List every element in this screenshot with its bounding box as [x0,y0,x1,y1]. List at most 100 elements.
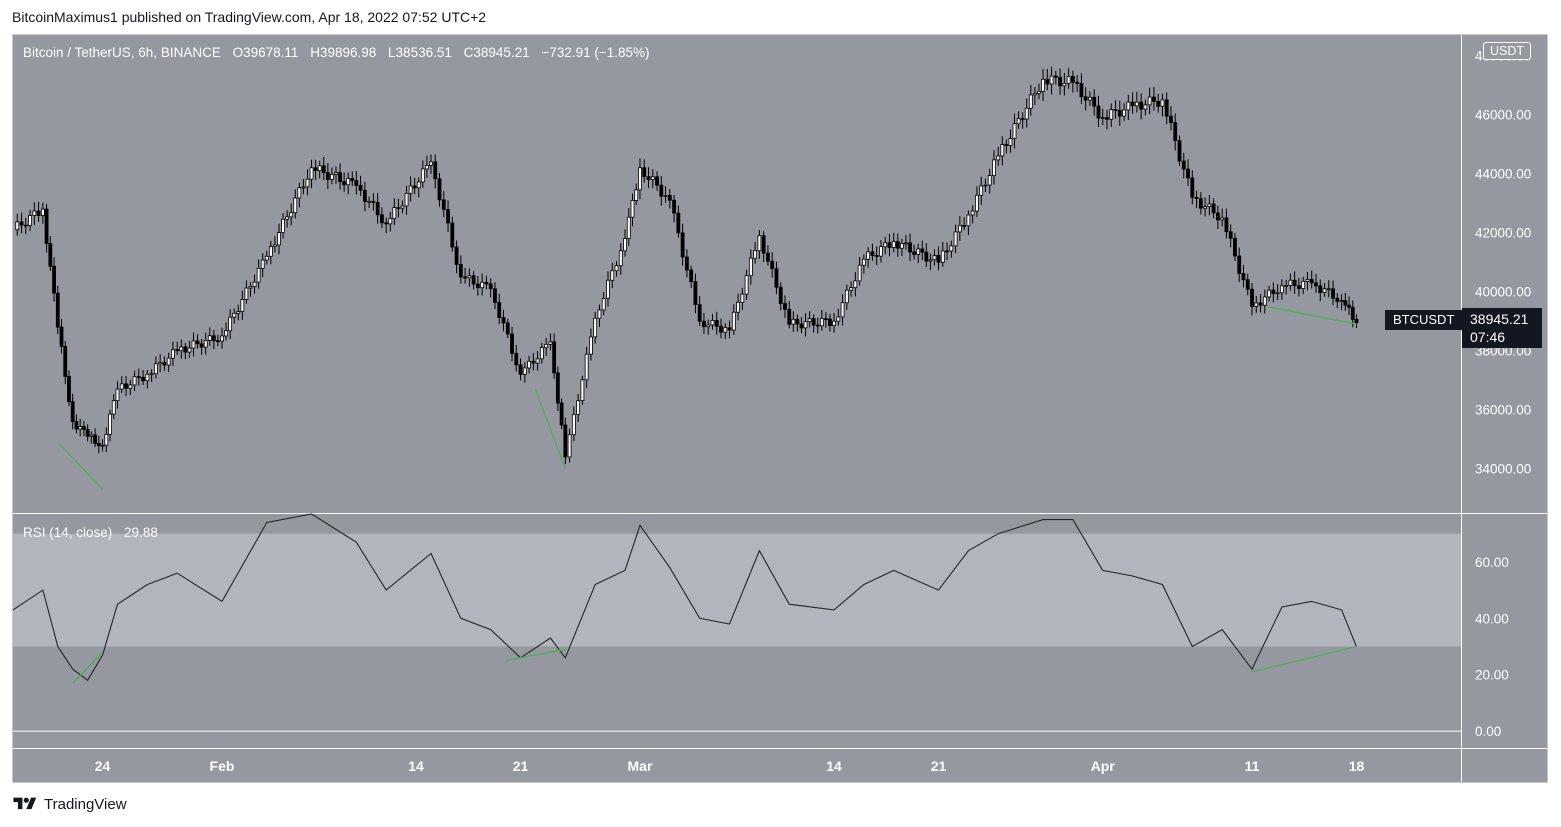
rsi-band [13,533,1461,647]
candle-body [1245,279,1250,290]
candle-body [224,330,228,337]
candle-body [1024,107,1029,120]
candle-body [518,364,523,375]
candle-body [100,444,105,447]
chart-canvas[interactable]: 48000.0046000.0044000.0042000.0040000.00… [13,35,1547,782]
candle-body [463,276,468,279]
candle-body [67,376,71,403]
candle-body [1267,289,1271,298]
candle-body [895,241,900,249]
candle-body [228,316,233,332]
rsi-label[interactable]: RSI (14, close) [23,525,113,540]
candle-body [108,413,112,435]
candle-body [1322,288,1327,293]
candle-body [297,187,302,199]
candle-body [36,210,41,216]
time-axis[interactable] [13,748,1461,782]
candle-body [766,252,770,262]
candle-body [1147,96,1152,106]
candle-body [115,388,120,402]
candle-body [823,318,828,321]
candle-body [199,343,204,348]
candle-body [264,255,269,261]
currency-button[interactable]: USDT [1483,42,1532,60]
candle-body [52,265,56,294]
candle-body [28,215,32,226]
candle-body [85,429,90,437]
candle-body [1254,302,1259,307]
candle-body [493,288,497,303]
price-tick-label: 40000.00 [1475,285,1531,300]
price-axis[interactable] [1461,35,1547,782]
candle-body [162,362,167,366]
candle-body [697,304,702,322]
candle-body [1250,288,1254,307]
candle-body [904,242,908,245]
candle-body [309,167,314,180]
candle-body [488,283,493,290]
candle-body [650,176,655,180]
candle-body [815,324,820,327]
candle-body [949,245,954,252]
candle-body [1152,96,1156,102]
candle-body [1058,76,1062,87]
candle-body [153,363,158,375]
candle-body [576,400,581,415]
low-label: L [388,45,396,60]
candle-body [1181,160,1186,170]
candle-body [916,248,921,255]
candle-body [104,433,109,446]
candle-body [659,184,664,197]
candle-body [559,402,564,426]
candle-body [367,200,372,203]
candle-body [338,172,342,183]
candle-body [710,320,715,326]
candle-body [70,401,75,422]
candle-body [601,298,606,311]
candle-body [289,212,294,218]
candle-body [646,176,651,180]
candle-body [400,205,405,209]
candle-body [693,281,698,306]
candle-body [849,287,853,291]
price-pane[interactable] [13,35,1461,513]
candle-body [571,413,576,436]
chart-frame[interactable]: 48000.0046000.0044000.0042000.0040000.00… [12,34,1548,783]
candle-body [1049,75,1054,85]
candle-body [313,167,318,172]
candle-body [1066,75,1071,84]
candle-body [216,340,220,343]
candle-body [1062,82,1067,87]
candle-body [425,165,429,170]
candle-body [953,231,958,247]
candle-body [195,340,200,345]
rsi-line [13,513,1358,682]
footer-brand[interactable]: TradingView [44,795,127,813]
candle-body [1211,203,1216,214]
high-value: 39896.98 [319,45,377,60]
candle-body [1215,212,1220,221]
candle-body [932,255,937,261]
symbol-title[interactable]: Bitcoin / TetherUS, 6h, BINANCE [23,45,221,60]
candle-body [171,349,175,359]
rsi-legend: RSI (14, close) 29.88 [23,525,158,540]
candle-body [450,222,455,248]
candle-body [987,175,992,186]
candle-body [861,258,866,266]
candle-body [1279,285,1284,294]
candle-body [667,195,672,201]
candle-body [408,185,413,194]
candle-body [1326,288,1331,291]
candle-body [384,222,389,225]
candle-body [124,383,128,389]
candle-body [757,235,762,252]
candle-body [19,221,24,226]
candle-body [119,383,124,390]
tradingview-logo-icon[interactable] [12,795,38,813]
candle-body [527,360,531,369]
candle-body [277,232,281,246]
candle-body [962,224,967,227]
candle-body [857,264,862,282]
candle-body [128,384,133,389]
candle-body [396,207,401,210]
